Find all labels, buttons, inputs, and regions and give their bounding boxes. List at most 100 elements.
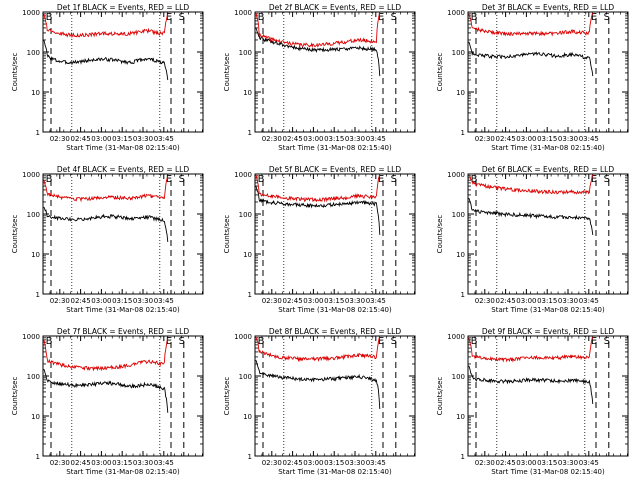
y-axis-label: Counts/sec [11,53,19,92]
chart-panel-7: Det 7f BLACK = Events, RED = LLD 1 10 100 10… [11,327,204,476]
series-lld-line [255,12,381,48]
y-tick-label: 1000 [447,9,465,17]
x-tick-label: 03:15 [112,135,132,143]
panel-grid: Det 1f BLACK = Events, RED = LLD11010010… [11,3,629,476]
chart-title: Det 3f BLACK = Events, RED = LLD [482,3,615,12]
y-tick-label: 1 [36,129,40,137]
y-tick-label: 100 [239,373,252,381]
series-lld-line [468,174,594,196]
x-tick-label: 03:30 [133,297,153,305]
y-axis-label: Counts/sec [11,215,19,254]
y-tick-label: 1 [461,291,465,299]
series-events-line [468,197,594,235]
x-axis-label: Start Time (31-Mar-08 02:15:40) [278,144,392,152]
x-axis-label: Start Time (31-Mar-08 02:15:40) [66,306,180,314]
y-axis-label: Counts/sec [436,215,444,254]
marker-label-saa: S [604,12,610,23]
marker-label-start: B [46,336,53,347]
x-tick-label: 02:30 [262,459,282,467]
x-tick-label: 02:45 [71,135,91,143]
marker-label-start: B [46,174,53,185]
y-tick-label: 10 [456,89,465,97]
x-tick-label: 03:15 [324,459,344,467]
y-tick-label: 1000 [447,171,465,179]
y-tick-label: 10 [31,413,40,421]
x-tick-label: 02:30 [50,135,70,143]
x-axis-label: Start Time (31-Mar-08 02:15:40) [66,144,180,152]
marker-label-saa: S [179,336,185,347]
marker-label-end: E [591,336,597,347]
x-tick-label: 03:00 [516,459,536,467]
x-tick-label: 03:45 [366,297,386,305]
series-lld-line [43,13,169,39]
marker-label-end: E [378,12,384,23]
marker-label-end: E [378,336,384,347]
y-axis-label: Counts/sec [223,53,231,92]
x-tick-label: 03:45 [154,459,174,467]
x-tick-label: 03:30 [558,297,578,305]
x-tick-label: 02:45 [496,297,516,305]
y-tick-label: 1000 [22,171,40,179]
chart-title: Det 7f BLACK = Events, RED = LLD [57,327,190,336]
chart-title: Det 4f BLACK = Events, RED = LLD [57,165,190,174]
y-tick-label: 100 [239,49,252,57]
marker-label-end: E [591,174,597,185]
x-tick-label: 03:00 [91,135,111,143]
series-lld-line [255,174,381,203]
y-axis-label: Counts/sec [436,377,444,416]
x-tick-label: 02:45 [496,459,516,467]
y-tick-label: 1 [248,453,252,461]
y-tick-label: 10 [456,251,465,259]
y-tick-label: 1000 [234,171,252,179]
x-tick-label: 03:15 [537,297,557,305]
x-tick-label: 03:30 [345,135,365,143]
plot-frame [42,173,204,295]
plot-frame [467,11,629,133]
y-tick-label: 1000 [234,9,252,17]
marker-label-saa: S [604,336,610,347]
x-tick-label: 03:30 [345,297,365,305]
x-axis-label: Start Time (31-Mar-08 02:15:40) [491,306,605,314]
y-tick-label: 100 [452,211,465,219]
x-tick-label: 02:30 [475,135,495,143]
x-tick-label: 03:45 [579,135,599,143]
marker-label-end: E [166,336,172,347]
marker-label-start: B [258,336,265,347]
series-lld-line [468,336,594,363]
marker-label-end: E [166,12,172,23]
x-tick-label: 02:30 [475,459,495,467]
x-tick-label: 03:15 [324,135,344,143]
series-events-line [43,368,169,413]
x-tick-label: 03:30 [558,459,578,467]
y-tick-label: 1 [461,453,465,461]
y-tick-label: 1000 [447,333,465,341]
chart-panel-1: Det 1f BLACK = Events, RED = LLD 1 10 100 10… [11,3,204,152]
y-tick-label: 1 [248,291,252,299]
x-tick-label: 03:30 [558,135,578,143]
plot-frame [254,173,416,295]
plot-frame [42,335,204,457]
series-events-line [468,41,594,77]
y-tick-label: 1 [248,129,252,137]
series-events-line [468,365,594,405]
marker-label-saa: S [391,12,397,23]
y-tick-label: 10 [243,89,252,97]
y-tick-label: 10 [243,413,252,421]
x-tick-label: 03:00 [303,135,323,143]
x-tick-label: 03:00 [516,297,536,305]
marker-label-end: E [166,174,172,185]
chart-panel-6: Det 6f BLACK = Events, RED = LLD 1 10 100 10… [436,165,629,314]
y-axis-label: Counts/sec [223,215,231,254]
x-tick-label: 03:45 [579,297,599,305]
series-lld-line [468,12,594,37]
plot-frame [254,11,416,133]
chart-panel-9: Det 9f BLACK = Events, RED = LLD 1 10 100 10… [436,327,629,476]
plot-frame [42,11,204,133]
chart-title: Det 2f BLACK = Events, RED = LLD [269,3,402,12]
x-tick-label: 03:30 [133,135,153,143]
chart-panel-3: Det 3f BLACK = Events, RED = LLD 1 10 100 10… [436,3,629,152]
x-axis-label: Start Time (31-Mar-08 02:15:40) [278,306,392,314]
chart-title: Det 5f BLACK = Events, RED = LLD [269,165,402,174]
x-tick-label: 02:30 [50,297,70,305]
